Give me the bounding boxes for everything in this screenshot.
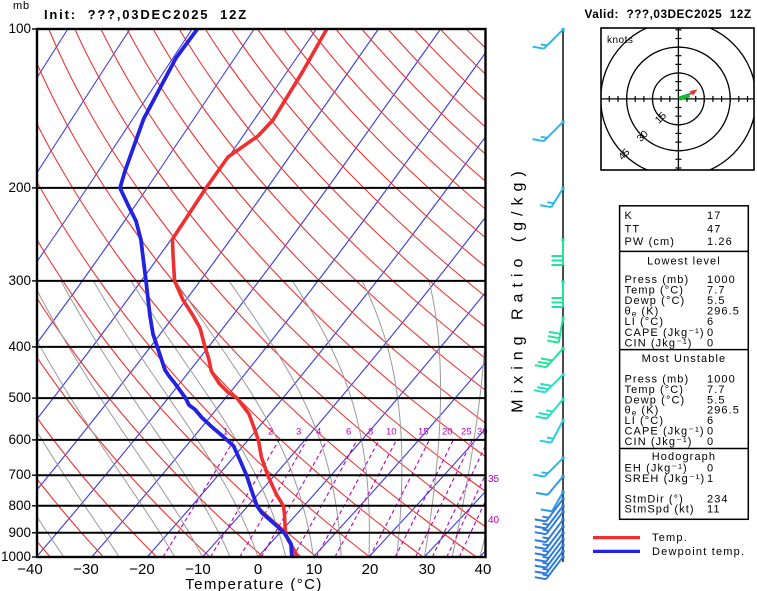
svg-text:−40: −40 bbox=[17, 561, 42, 578]
svg-text:700: 700 bbox=[8, 467, 31, 482]
svg-text:Dewp (°C): Dewp (°C) bbox=[625, 295, 686, 307]
svg-text:Temp (°C): Temp (°C) bbox=[625, 284, 685, 296]
svg-text:7.7: 7.7 bbox=[707, 284, 726, 296]
svg-text:EH (Jkg⁻¹): EH (Jkg⁻¹) bbox=[625, 463, 688, 475]
svg-text:K: K bbox=[625, 210, 633, 222]
svg-text:234: 234 bbox=[707, 493, 729, 505]
svg-text:5.5: 5.5 bbox=[707, 295, 726, 307]
svg-text:PW (cm): PW (cm) bbox=[625, 236, 675, 248]
svg-text:3: 3 bbox=[296, 427, 301, 438]
svg-text:296.5: 296.5 bbox=[707, 306, 740, 318]
svg-text:40: 40 bbox=[475, 561, 492, 578]
svg-text:20: 20 bbox=[442, 427, 453, 438]
svg-text:15: 15 bbox=[418, 427, 429, 438]
svg-text:11: 11 bbox=[707, 504, 721, 516]
svg-text:30: 30 bbox=[477, 427, 488, 438]
svg-text:θe (K): θe (K) bbox=[625, 405, 660, 418]
svg-text:40: 40 bbox=[488, 515, 500, 526]
svg-text:−20: −20 bbox=[129, 561, 154, 578]
svg-text:10: 10 bbox=[386, 427, 397, 438]
svg-text:−10: −10 bbox=[185, 561, 210, 578]
svg-text:1000: 1000 bbox=[1, 549, 31, 564]
svg-text:SREH (Jkg⁻¹): SREH (Jkg⁻¹) bbox=[625, 473, 706, 485]
svg-text:TT: TT bbox=[625, 223, 641, 235]
svg-text:1.26: 1.26 bbox=[707, 236, 733, 248]
svg-text:Dewp (°C): Dewp (°C) bbox=[625, 394, 686, 406]
svg-text:500: 500 bbox=[8, 390, 31, 405]
svg-text:CIN (Jkg⁻¹): CIN (Jkg⁻¹) bbox=[625, 436, 693, 448]
svg-text:Init: ???,03DEC2025 12Z: Init: ???,03DEC2025 12Z bbox=[44, 7, 248, 22]
svg-text:7.7: 7.7 bbox=[707, 384, 726, 396]
svg-text:0: 0 bbox=[707, 436, 714, 448]
svg-text:17: 17 bbox=[707, 210, 721, 222]
svg-text:0: 0 bbox=[707, 337, 714, 349]
svg-text:6: 6 bbox=[707, 316, 714, 328]
svg-text:1: 1 bbox=[223, 427, 228, 438]
svg-text:0: 0 bbox=[254, 561, 262, 578]
svg-text:5.5: 5.5 bbox=[707, 394, 726, 406]
svg-text:CIN (Jkg⁻¹): CIN (Jkg⁻¹) bbox=[625, 337, 693, 349]
svg-text:800: 800 bbox=[8, 498, 31, 513]
svg-text:25: 25 bbox=[461, 427, 472, 438]
svg-text:0: 0 bbox=[707, 463, 714, 475]
svg-text:0: 0 bbox=[707, 426, 714, 438]
svg-text:6: 6 bbox=[707, 415, 714, 427]
svg-text:1000: 1000 bbox=[707, 374, 736, 386]
svg-text:400: 400 bbox=[8, 339, 31, 354]
svg-text:300: 300 bbox=[8, 273, 31, 288]
svg-text:Mixing Ratio (g/kg): Mixing Ratio (g/kg) bbox=[510, 165, 527, 412]
svg-text:mb: mb bbox=[13, 0, 30, 12]
svg-text:600: 600 bbox=[8, 432, 31, 447]
svg-text:0: 0 bbox=[707, 327, 714, 339]
svg-text:Temperature (°C): Temperature (°C) bbox=[185, 576, 323, 591]
svg-text:Valid: ???,03DEC2025 12Z: Valid: ???,03DEC2025 12Z bbox=[585, 7, 752, 21]
svg-text:296.5: 296.5 bbox=[707, 405, 740, 417]
svg-text:1: 1 bbox=[707, 473, 714, 485]
svg-text:CAPE (Jkg⁻¹): CAPE (Jkg⁻¹) bbox=[625, 426, 705, 438]
svg-text:StmDir (°): StmDir (°) bbox=[625, 493, 684, 505]
svg-text:Dewpoint temp.: Dewpoint temp. bbox=[652, 546, 745, 558]
svg-text:47: 47 bbox=[707, 223, 721, 235]
svg-text:8: 8 bbox=[368, 427, 373, 438]
svg-text:10: 10 bbox=[306, 561, 323, 578]
svg-text:StmSpd (kt): StmSpd (kt) bbox=[625, 504, 695, 516]
svg-text:Temp.: Temp. bbox=[652, 532, 688, 544]
svg-text:Press (mb): Press (mb) bbox=[625, 374, 690, 386]
svg-text:Hodograph: Hodograph bbox=[652, 451, 716, 463]
svg-text:LI (°C): LI (°C) bbox=[625, 415, 665, 427]
svg-text:LI (°C): LI (°C) bbox=[625, 316, 665, 328]
svg-text:100: 100 bbox=[8, 21, 31, 36]
svg-text:Lowest level: Lowest level bbox=[647, 256, 721, 268]
svg-text:35: 35 bbox=[488, 474, 500, 485]
svg-text:200: 200 bbox=[8, 180, 31, 195]
svg-text:900: 900 bbox=[8, 525, 31, 540]
svg-text:2: 2 bbox=[268, 427, 273, 438]
svg-text:1000: 1000 bbox=[707, 274, 736, 286]
svg-text:30: 30 bbox=[419, 561, 436, 578]
svg-text:Most Unstable: Most Unstable bbox=[642, 353, 727, 365]
svg-text:20: 20 bbox=[362, 561, 379, 578]
svg-text:CAPE (Jkg⁻¹): CAPE (Jkg⁻¹) bbox=[625, 327, 705, 339]
svg-text:4: 4 bbox=[316, 427, 321, 438]
svg-text:Temp (°C): Temp (°C) bbox=[625, 384, 685, 396]
svg-text:6: 6 bbox=[346, 427, 351, 438]
svg-text:−30: −30 bbox=[73, 561, 98, 578]
svg-text:Press (mb): Press (mb) bbox=[625, 274, 690, 286]
svg-text:θe (K): θe (K) bbox=[625, 306, 660, 319]
svg-text:knots: knots bbox=[607, 35, 633, 46]
